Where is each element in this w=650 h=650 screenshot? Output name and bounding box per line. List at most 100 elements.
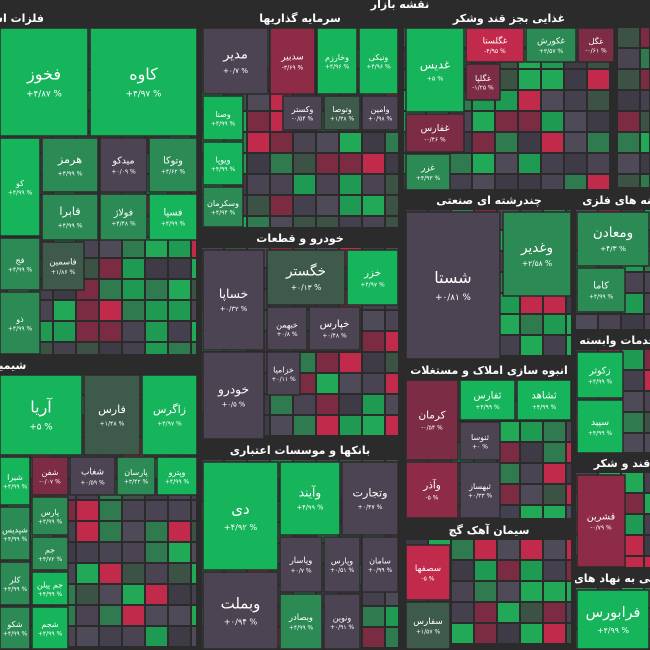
tile <box>83 374 141 456</box>
filler-tile <box>475 582 496 601</box>
tile-symbol: دی <box>231 500 249 518</box>
tile-change: +۴/۹۹ % <box>3 631 28 638</box>
tile <box>148 137 198 193</box>
filler-tile <box>100 322 121 341</box>
tile-symbol: ثنوسا <box>471 433 489 442</box>
filler-tile <box>123 501 144 520</box>
tile-change: +۰/۷ % <box>223 66 248 75</box>
tile-change: +۴/۹۷ % <box>360 282 385 289</box>
tile-change: +۵ % <box>427 75 444 83</box>
filler-tile <box>544 336 565 355</box>
tile-symbol: شغاب <box>81 467 104 477</box>
filler-tile <box>294 175 315 194</box>
tile <box>141 374 198 456</box>
filler-tile <box>192 238 196 257</box>
filler-tile <box>544 485 565 504</box>
filler-tile <box>386 607 398 626</box>
filler-tile <box>294 196 315 215</box>
sector-name: چندرشته ای صنعتی <box>436 194 542 207</box>
tile-symbol: خپارس <box>320 319 350 330</box>
tile <box>69 456 116 496</box>
filler-tile <box>622 392 643 411</box>
filler-tile <box>498 422 519 441</box>
filler-tile <box>618 49 639 68</box>
tile-symbol: فرابورس <box>586 605 641 621</box>
filler-tile <box>192 259 196 278</box>
filler-tile <box>475 603 496 622</box>
tile-symbol: وتجارت <box>352 486 387 500</box>
filler-tile <box>363 416 384 435</box>
tile-symbol: کاوه <box>129 64 158 84</box>
filler-tile <box>123 322 144 341</box>
filler-tile <box>340 395 361 414</box>
tile <box>116 456 156 496</box>
filler-tile <box>622 350 643 369</box>
tile-change: +۰/۴۷ % <box>358 504 383 511</box>
tile-symbol: ثشاهد <box>531 391 556 402</box>
tile-change: +۴/۹۹ % <box>532 404 557 411</box>
filler-tile <box>498 464 519 483</box>
sector: غذایی بجز قند وشکر غدیس +۵ % غگلستا-۴/۹۵ % غ… <box>404 12 615 191</box>
tile-change: +۴/۹۹ % <box>161 221 186 228</box>
filler-tile <box>519 154 540 173</box>
tile-symbol: زکوثر <box>588 365 610 376</box>
tile-change: +۰/۹۱ % <box>330 624 355 631</box>
tile-symbol: زاگرس <box>153 403 186 416</box>
tile-change: +۰/۰۹ % <box>111 169 136 176</box>
filler-tile <box>498 540 519 559</box>
filler-tile <box>622 473 643 492</box>
tile <box>0 506 31 561</box>
sector: سیمان آهک گچ سصفها -۵ % سفارس +۱/۵۷ % <box>405 523 571 650</box>
filler-tile <box>363 217 384 227</box>
tile-change: +۵ % <box>29 423 52 433</box>
tile-symbol: میدکو <box>111 155 134 166</box>
tile-change: +۰/۱۳ % <box>291 283 322 292</box>
filler-tile <box>565 154 586 173</box>
tile-change: +۰/۵۱ % <box>330 567 355 574</box>
tile <box>279 593 323 650</box>
tile <box>202 571 279 650</box>
filler-tile <box>169 564 190 583</box>
filler-tile <box>567 624 571 643</box>
tile-change: +۴/۹۹ % <box>3 536 28 543</box>
filler-tile <box>452 561 473 580</box>
filler-tile <box>567 603 571 622</box>
filler-tile <box>521 603 542 622</box>
tile-change: +۰/۹۸ % <box>368 116 393 123</box>
filler-tile <box>645 294 650 313</box>
filler-tile <box>496 154 517 173</box>
filler-tile <box>363 133 384 152</box>
filler-tile <box>100 343 121 354</box>
filler-tile <box>31 343 52 354</box>
sector-name: بانکها و موسسات اعتباری <box>230 444 370 457</box>
sector: فلزات اساسی فخوز +۴/۸۷ % کاوه +۴/۹۷ % کو +۴/۹۹… <box>0 12 198 355</box>
filler-tile <box>542 91 563 110</box>
tile-change: +۳/۵۷ % <box>539 48 564 55</box>
tile <box>266 306 308 351</box>
tile-symbol: وخارزم <box>325 53 349 62</box>
tile-symbol: وتوصا <box>332 105 352 114</box>
filler-tile <box>645 350 650 369</box>
filler-tile <box>386 217 398 227</box>
tile-change: +۴/۹۹ % <box>475 404 500 411</box>
filler-tile <box>100 301 121 320</box>
tile-symbol: وسکرمان <box>207 199 239 208</box>
filler-tile <box>622 273 643 292</box>
tile-symbol: غگلپا <box>475 73 491 83</box>
filler-tile <box>521 540 542 559</box>
filler-tile <box>645 557 650 567</box>
filler-tile <box>123 301 144 320</box>
sector: شیمیایی آریا +۵ % فارس +۱/۴۸ % زاگرس +۴/۹۷ % شی… <box>0 359 198 650</box>
filler-tile <box>567 294 571 313</box>
filler-tile <box>192 501 196 520</box>
filler-tile <box>248 175 269 194</box>
sector-name: شیمیایی <box>0 359 26 372</box>
filler-tile <box>565 91 586 110</box>
filler-tile <box>317 395 338 414</box>
filler-tile <box>542 154 563 173</box>
tile-symbol: ونوین <box>333 613 352 622</box>
filler-tile <box>169 627 190 646</box>
filler-tile <box>192 606 196 625</box>
